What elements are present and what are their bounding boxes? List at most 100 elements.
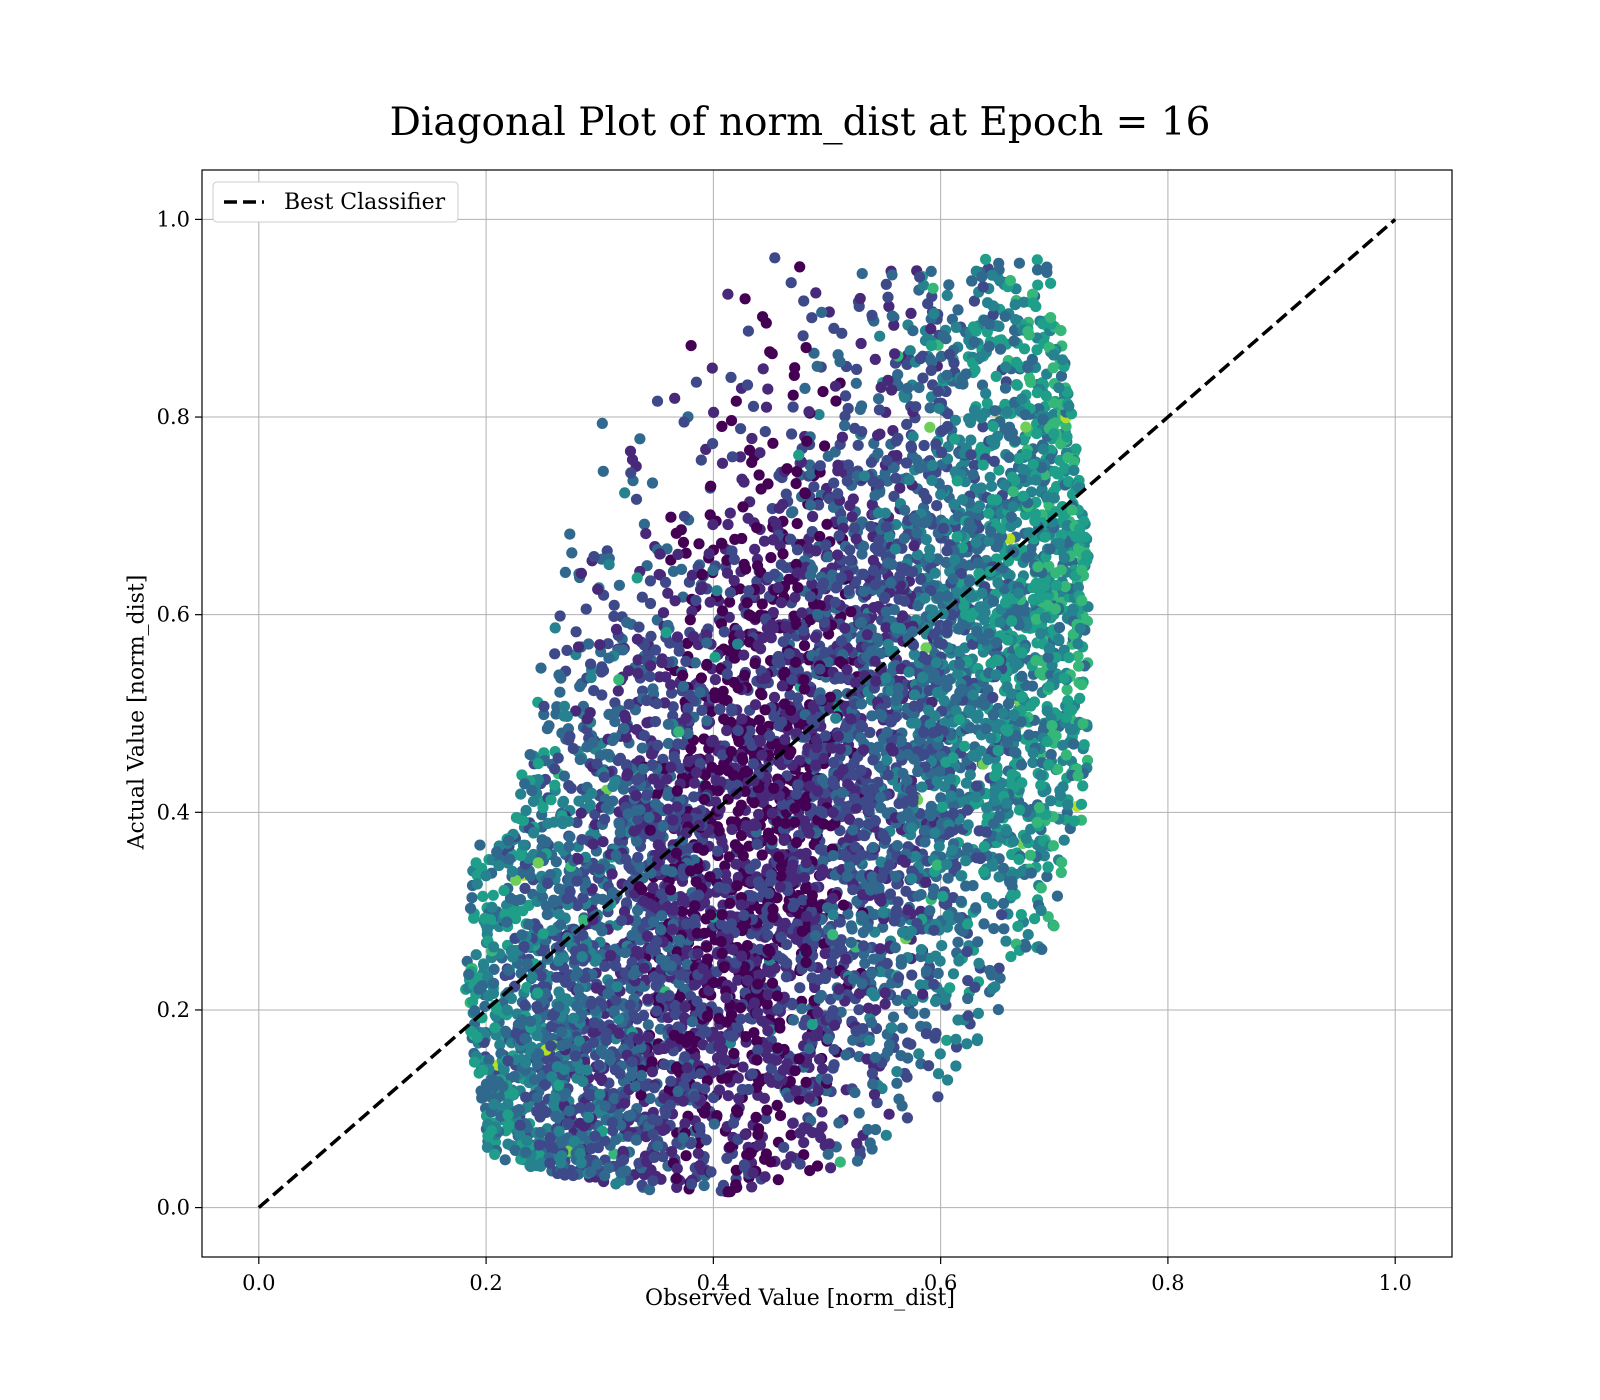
scatter-point — [1023, 329, 1035, 341]
scatter-point — [806, 578, 818, 590]
scatter-point — [636, 742, 648, 754]
scatter-point — [1060, 749, 1072, 761]
scatter-point — [630, 493, 643, 505]
scatter-point — [1015, 909, 1027, 921]
scatter-point — [630, 915, 642, 927]
scatter-point — [658, 1058, 671, 1071]
scatter-point — [704, 596, 716, 608]
scatter-point — [931, 500, 943, 512]
scatter-point — [610, 1178, 622, 1190]
scatter-point — [488, 963, 500, 976]
scatter-point — [827, 1062, 839, 1074]
scatter-point — [880, 1129, 892, 1141]
scatter-point — [1048, 920, 1060, 932]
scatter-point — [808, 481, 820, 493]
scatter-point — [608, 599, 620, 611]
scatter-point — [602, 638, 614, 650]
scatter-point — [970, 791, 982, 803]
scatter-point — [466, 892, 478, 904]
scatter-point — [873, 393, 885, 405]
scatter-point — [929, 567, 941, 579]
scatter-point — [772, 1174, 784, 1186]
scatter-point — [540, 1053, 553, 1065]
scatter-point — [962, 992, 974, 1005]
scatter-point — [735, 1013, 747, 1025]
scatter-point — [993, 464, 1005, 476]
scatter-point — [515, 788, 527, 800]
scatter-point — [609, 775, 621, 787]
scatter-point — [677, 905, 689, 917]
scatter-point — [657, 753, 669, 765]
scatter-point — [969, 981, 981, 993]
scatter-point — [1031, 254, 1043, 266]
scatter-point — [722, 288, 734, 300]
scatter-point — [780, 971, 793, 983]
scatter-point — [970, 902, 982, 914]
scatter-point — [849, 422, 861, 434]
scatter-point — [651, 395, 664, 407]
scatter-point — [824, 702, 836, 715]
scatter-point — [981, 397, 993, 409]
scatter-point — [619, 487, 631, 499]
scatter-point — [844, 499, 856, 512]
scatter-point — [767, 437, 779, 449]
scatter-point — [712, 845, 724, 857]
scatter-point — [549, 648, 561, 660]
scatter-point — [987, 982, 999, 995]
scatter-point — [941, 1034, 953, 1046]
scatter-point — [705, 480, 717, 492]
scatter-point — [791, 544, 804, 556]
scatter-point — [486, 901, 498, 913]
scatter-point — [709, 651, 721, 663]
scatter-point — [544, 1132, 556, 1144]
scatter-point — [746, 432, 758, 445]
scatter-point — [1078, 739, 1090, 751]
scatter-point — [1057, 739, 1069, 751]
scatter-point — [940, 333, 952, 345]
scatter-point — [863, 1034, 875, 1046]
scatter-point — [609, 716, 621, 728]
scatter-point — [902, 1052, 914, 1064]
scatter-point — [855, 871, 867, 883]
scatter-point — [685, 340, 697, 352]
scatter-point — [786, 997, 798, 1010]
scatter-point — [505, 992, 517, 1005]
scatter-point — [806, 312, 818, 324]
scatter-point — [787, 401, 799, 413]
scatter-point — [789, 802, 801, 814]
scatter-point — [613, 674, 625, 686]
scatter-point — [1035, 769, 1047, 782]
scatter-point — [760, 1113, 772, 1125]
scatter-point — [1042, 651, 1054, 663]
scatter-point — [726, 703, 738, 715]
scatter-point — [874, 966, 886, 978]
scatter-point — [1005, 951, 1017, 963]
scatter-point — [1068, 738, 1080, 750]
scatter-point — [648, 1151, 660, 1163]
chart-title: Diagonal Plot of norm_dist at Epoch = 16 — [389, 100, 1211, 145]
scatter-point — [788, 369, 800, 381]
scatter-point — [947, 968, 960, 980]
scatter-point — [734, 583, 746, 595]
scatter-point — [633, 621, 645, 633]
scatter-point — [671, 785, 683, 797]
scatter-point — [952, 936, 964, 948]
scatter-point — [925, 265, 937, 277]
scatter-point — [1056, 354, 1069, 366]
scatter-point — [634, 861, 646, 873]
scatter-point — [981, 802, 993, 814]
scatter-point — [800, 847, 812, 859]
scatter-point — [794, 261, 806, 273]
scatter-point — [909, 850, 922, 862]
scatter-point — [735, 829, 748, 842]
scatter-point — [510, 874, 522, 886]
scatter-point — [570, 705, 582, 717]
scatter-point — [771, 1099, 783, 1111]
scatter-point — [647, 882, 659, 894]
scatter-point — [851, 363, 863, 375]
scatter-point — [732, 1106, 744, 1118]
scatter-point — [962, 975, 974, 987]
scatter-point — [620, 897, 633, 909]
scatter-point — [994, 275, 1006, 287]
